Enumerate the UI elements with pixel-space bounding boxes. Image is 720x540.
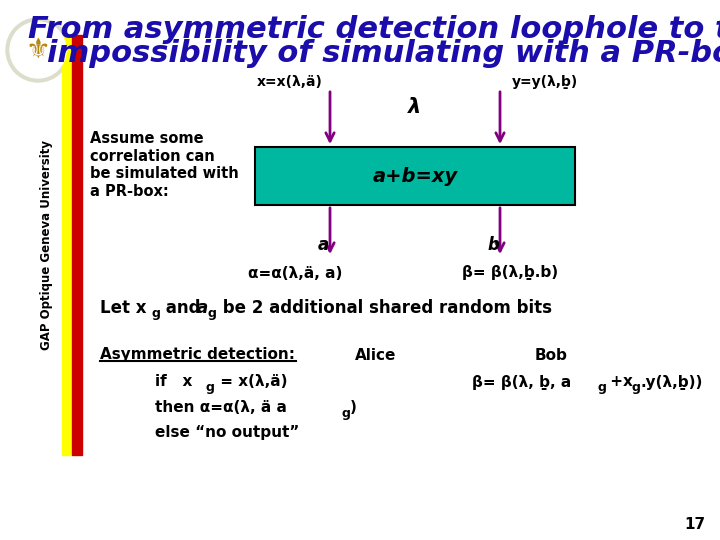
Text: Bob: Bob [535, 348, 568, 362]
Bar [72, 35, 82, 455]
Text: g: g [632, 381, 641, 394]
Text: β= β(λ, ḇ, a: β= β(λ, ḇ, a [472, 375, 571, 389]
Text: GAP Optique Geneva University: GAP Optique Geneva University [40, 140, 53, 350]
Text: .y(λ,ḇ)): .y(λ,ḇ)) [641, 375, 703, 389]
Text: Asymmetric detection:: Asymmetric detection: [100, 348, 295, 362]
Text: = x(λ,ä): = x(λ,ä) [215, 375, 287, 389]
Text: x=x(λ,ä): x=x(λ,ä) [257, 75, 323, 89]
Text: be 2 additional shared random bits: be 2 additional shared random bits [217, 299, 552, 317]
Text: then α=α(λ, ä a: then α=α(λ, ä a [155, 401, 287, 415]
Text: a: a [197, 299, 208, 317]
Text: From asymmetric detection loophole to the: From asymmetric detection loophole to th… [28, 15, 720, 44]
Text: Assume some
correlation can
be simulated with
a PR-box:: Assume some correlation can be simulated… [90, 131, 239, 199]
Bar [255, 147, 575, 205]
Text: and: and [160, 299, 206, 317]
Text: g: g [597, 381, 606, 394]
Text: ⚜: ⚜ [26, 36, 50, 64]
Text: impossibility of simulating with a PR-box: impossibility of simulating with a PR-bo… [47, 38, 720, 68]
Text: λ: λ [408, 97, 422, 117]
Text: β= β(λ,ḇ.b): β= β(λ,ḇ.b) [462, 266, 558, 280]
Text: α=α(λ,ä, a): α=α(λ,ä, a) [248, 266, 342, 280]
Circle shape [10, 22, 66, 78]
Text: Let x: Let x [100, 299, 146, 317]
Text: Alice: Alice [355, 348, 397, 362]
Text: g: g [152, 307, 161, 320]
Text: g: g [206, 381, 215, 394]
Text: +x: +x [605, 375, 633, 389]
Text: a+b=xy: a+b=xy [372, 166, 458, 186]
Text: g: g [342, 407, 351, 420]
Text: 17: 17 [684, 517, 705, 532]
Text: ): ) [350, 401, 357, 415]
Text: b: b [487, 236, 499, 254]
Text: y=y(λ,ḇ): y=y(λ,ḇ) [512, 75, 578, 89]
Text: if   x: if x [155, 375, 192, 389]
Text: a: a [318, 236, 328, 254]
Text: else “no output”: else “no output” [155, 426, 300, 441]
Circle shape [6, 18, 70, 82]
Text: g: g [208, 307, 217, 320]
Bar [62, 35, 72, 455]
